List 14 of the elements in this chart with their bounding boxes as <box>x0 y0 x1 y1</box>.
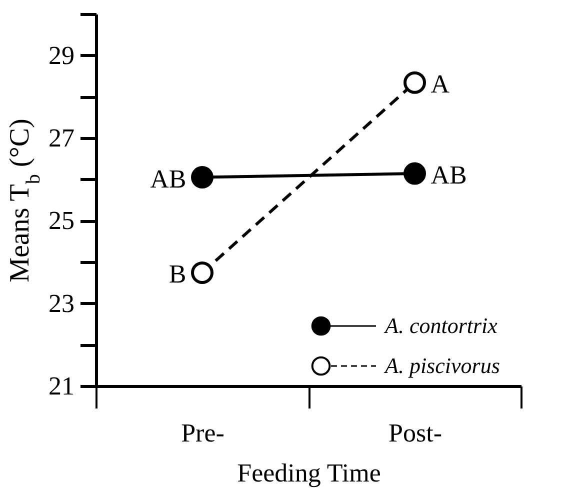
annotation: AB <box>150 164 186 194</box>
y-tick-label: 23 <box>48 288 74 318</box>
y-tick-label: 27 <box>48 124 74 152</box>
x-axis-title: Feeding Time <box>237 458 381 488</box>
legend-label: A. contortrix <box>383 313 498 338</box>
annotation: A <box>430 70 450 99</box>
annotation: B <box>168 260 186 289</box>
x-tick-label: Pre- <box>181 418 224 448</box>
y-tick-label: 21 <box>48 372 74 400</box>
x-tick-label: Post- <box>388 418 442 448</box>
y-tick-label: 25 <box>48 206 74 236</box>
annotation: AB <box>430 160 467 190</box>
legend-label: A. piscivorus <box>383 353 500 378</box>
y-tick-label: 29 <box>48 40 74 70</box>
